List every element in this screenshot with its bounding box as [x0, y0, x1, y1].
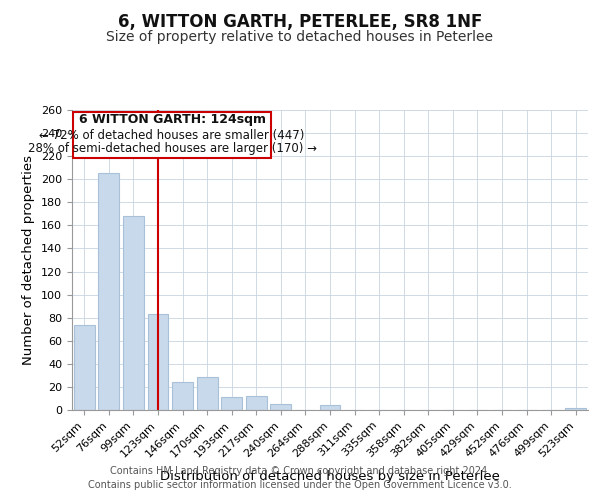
Text: 6, WITTON GARTH, PETERLEE, SR8 1NF: 6, WITTON GARTH, PETERLEE, SR8 1NF [118, 12, 482, 30]
Bar [197, 376, 218, 410]
Text: Contains HM Land Registry data © Crown copyright and database right 2024.: Contains HM Land Registry data © Crown c… [110, 466, 490, 476]
Bar [74, 324, 95, 410]
Bar [320, 406, 340, 410]
Bar [221, 398, 242, 410]
Bar [98, 174, 119, 410]
Bar [148, 314, 169, 410]
X-axis label: Distribution of detached houses by size in Peterlee: Distribution of detached houses by size … [160, 470, 500, 483]
Bar [565, 408, 586, 410]
Text: 28% of semi-detached houses are larger (170) →: 28% of semi-detached houses are larger (… [28, 142, 317, 155]
Bar [271, 404, 292, 410]
Text: ← 72% of detached houses are smaller (447): ← 72% of detached houses are smaller (44… [40, 129, 305, 142]
Y-axis label: Number of detached properties: Number of detached properties [22, 155, 35, 365]
Bar [246, 396, 267, 410]
Bar [172, 382, 193, 410]
Text: Contains public sector information licensed under the Open Government Licence v3: Contains public sector information licen… [88, 480, 512, 490]
Bar [123, 216, 144, 410]
FancyBboxPatch shape [73, 112, 271, 158]
Text: Size of property relative to detached houses in Peterlee: Size of property relative to detached ho… [107, 30, 493, 44]
Text: 6 WITTON GARTH: 124sqm: 6 WITTON GARTH: 124sqm [79, 113, 266, 126]
